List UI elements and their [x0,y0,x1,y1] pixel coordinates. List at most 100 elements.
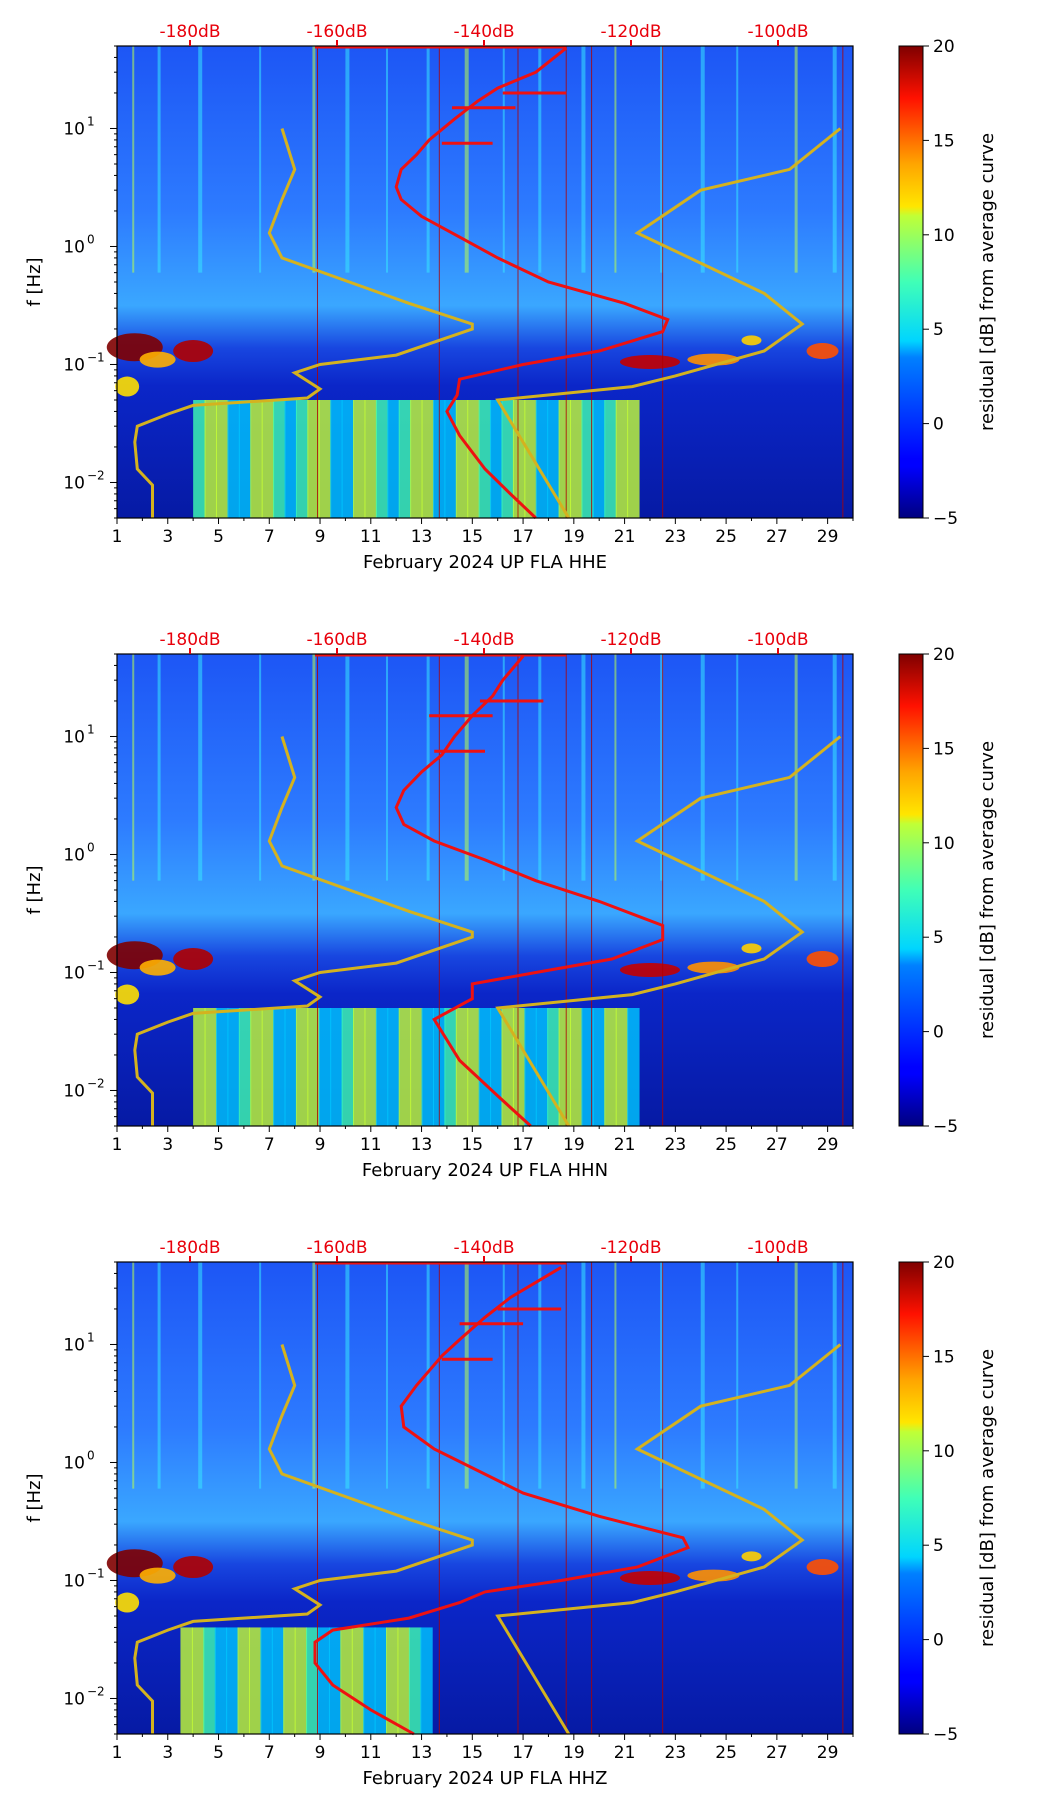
low-frequency-band-cell [260,1627,273,1734]
x-tick-label: 3 [162,1743,173,1763]
x-tick-label: 19 [563,1135,585,1155]
low-frequency-band-cell [330,1008,343,1126]
low-frequency-band-cell [318,1008,332,1126]
low-frequency-band-cell [467,400,480,518]
microseism-blob [806,951,839,968]
x-tick-label: 27 [766,527,788,547]
x-axis-label: February 2024 UP FLA HHE [363,552,607,573]
low-frequency-band-cell [215,400,229,518]
low-frequency-band-cell [444,1008,457,1126]
top-db-label: -180dB [159,1238,220,1258]
x-tick-label: 11 [360,1135,382,1155]
spectrogram-streak [312,1262,316,1489]
spectrogram-streak [581,654,586,881]
colorbar [898,45,924,519]
spectrogram-streak [198,46,203,273]
spectrogram-streak [832,654,837,881]
x-tick-label: 11 [360,527,382,547]
y-tick-label: 10 [63,1689,85,1709]
spectrogram-streak [581,1262,586,1489]
low-frequency-band-cell [524,400,537,518]
microseism-blob [139,959,176,976]
low-frequency-band-cell [420,1627,433,1734]
low-frequency-band-cell [604,400,617,518]
high-noise-model-curve [495,1343,842,1735]
psd-curve [313,1266,691,1736]
psd-curve [394,655,665,1128]
low-frequency-band-cell [398,1008,412,1126]
low-frequency-band-cell [317,1627,330,1734]
spectrogram-streak [794,46,798,273]
low-frequency-band-cell [261,1008,275,1126]
x-tick-label: 15 [461,527,483,547]
spectrogram-streak [794,1262,798,1489]
x-tick-label: 7 [264,1135,275,1155]
top-db-label: -140dB [453,630,514,650]
spectrogram-streak [614,46,617,273]
low-frequency-band-cell [214,1627,228,1734]
spectrogram-streak [426,1262,430,1489]
low-frequency-band-cell [318,400,332,518]
colorbar-tick-label: 5 [933,320,944,340]
x-tick-label: 17 [512,527,534,547]
x-tick-label: 13 [411,1743,433,1763]
low-frequency-band-cell [341,400,355,518]
x-tick-label: 23 [665,1135,687,1155]
y-tick-exponent: −1 [87,958,105,972]
top-db-label: -180dB [159,22,220,42]
spectrogram-streak [312,654,316,881]
colorbar-tick-label: 10 [933,226,955,246]
low-frequency-band-cell [363,1627,376,1734]
low-frequency-band-cell [455,1008,469,1126]
low-frequency-band-cell [306,1627,319,1734]
y-tick-exponent: 0 [87,840,95,854]
x-tick-label: 23 [665,527,687,547]
x-tick-label: 1 [112,527,123,547]
high-noise-model-curve [495,127,842,519]
x-tick-label: 17 [512,1135,534,1155]
top-db-label: -160dB [306,1238,367,1258]
low-frequency-band-cell [227,400,240,518]
y-tick-exponent: 1 [87,722,95,736]
microseism-blob [115,984,140,1005]
x-tick-label: 13 [411,1135,433,1155]
low-frequency-band-cell [410,400,423,518]
spectrogram-streak [464,1262,469,1489]
colorbar-tick-label: 5 [933,928,944,948]
y-tick-label: 10 [63,1081,85,1101]
y-tick-exponent: 0 [87,1448,95,1462]
x-tick-label: 19 [563,1743,585,1763]
low-frequency-band-cell [375,1008,389,1126]
colorbar-tick-label: 5 [933,1536,944,1556]
spectrogram-streak [464,654,469,881]
spectrogram-streak [614,1262,617,1489]
low-frequency-band-cell [250,400,263,518]
microseism-blob [139,351,176,368]
low-frequency-band-cell [238,1008,252,1126]
spectrogram-streak [464,46,469,273]
spectrogram-streak [312,46,316,273]
x-tick-label: 25 [715,1135,737,1155]
y-axis-label: f [Hz] [24,257,45,306]
spectrogram-streak [345,46,350,273]
microseism-blob [741,335,762,346]
low-frequency-band-cell [284,400,297,518]
top-db-label: -160dB [306,22,367,42]
low-frequency-band-cell [294,1627,308,1734]
low-frequency-band-cell [203,1627,216,1734]
y-tick-exponent: −1 [87,1566,105,1580]
colorbar [898,653,924,1127]
x-tick-label: 29 [817,1135,839,1155]
low-noise-model-curve [133,736,474,1126]
low-frequency-band-cell [592,400,606,518]
y-tick-label: 10 [63,119,85,139]
low-frequency-band-cell [408,1627,422,1734]
y-tick-label: 10 [63,1335,85,1355]
top-db-label: -100dB [747,630,808,650]
low-frequency-band-cell [283,1627,296,1734]
low-frequency-band-cell [386,1627,399,1734]
y-tick-label: 10 [63,1571,85,1591]
low-frequency-band-cell [421,400,434,518]
x-tick-label: 9 [315,1135,326,1155]
top-db-label: -140dB [453,1238,514,1258]
